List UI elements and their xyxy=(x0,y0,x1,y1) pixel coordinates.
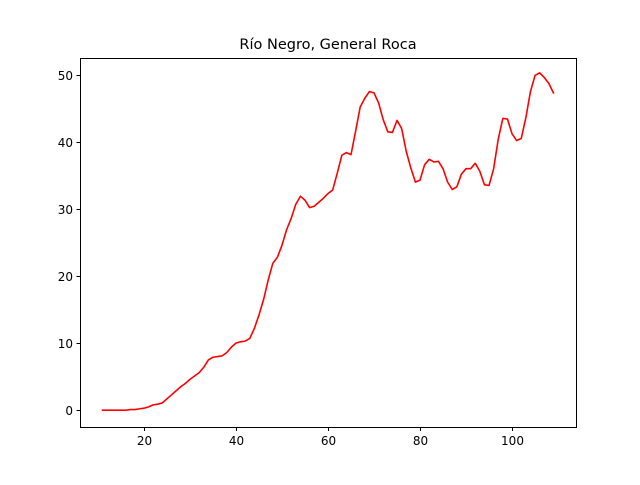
y-tick-label: 30 xyxy=(58,203,73,217)
plot-frame xyxy=(80,58,577,428)
y-tick-label: 40 xyxy=(58,136,73,150)
y-tick-label: 20 xyxy=(58,270,73,284)
y-tick-label: 50 xyxy=(58,69,73,83)
chart-title: Río Negro, General Roca xyxy=(239,37,416,53)
y-tick-label: 10 xyxy=(58,337,73,351)
series-layer xyxy=(101,71,555,412)
x-tick-label: 60 xyxy=(321,434,336,448)
x-tick-label: 20 xyxy=(137,434,152,448)
x-tick-label: 40 xyxy=(229,434,244,448)
x-tick-label: 80 xyxy=(413,434,428,448)
plot-area xyxy=(80,58,576,427)
x-axis: 20 40 60 80 100 xyxy=(137,427,524,448)
y-axis: 0 10 20 30 40 50 xyxy=(58,69,81,418)
series-line xyxy=(101,71,555,412)
x-tick-label: 100 xyxy=(501,434,524,448)
y-tick-label: 0 xyxy=(65,404,73,418)
